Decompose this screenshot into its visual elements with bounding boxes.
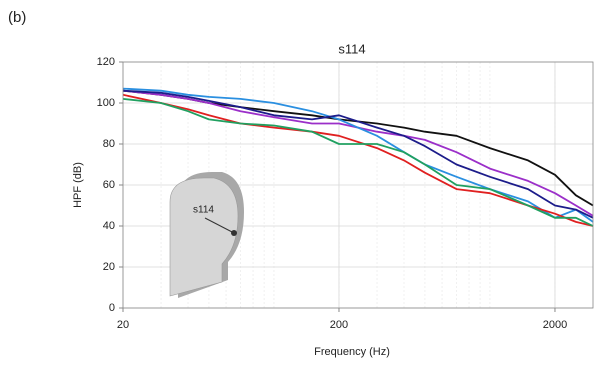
series-line (122, 98, 594, 227)
y-tick-label: 20 (103, 261, 115, 273)
inset-label: s114 (193, 205, 214, 216)
series-line (122, 89, 594, 219)
y-axis-label: HPF (dB) (72, 162, 84, 208)
head-front (169, 177, 239, 297)
y-tick-label: 60 (103, 179, 115, 191)
lines (122, 87, 594, 227)
head-inset: s114 (169, 172, 244, 298)
series-line (122, 93, 594, 227)
chart-title: s114 (338, 41, 365, 56)
y-tick-label: 100 (97, 97, 115, 109)
y-tick-label: 40 (103, 220, 115, 232)
y-tick-label: 120 (97, 56, 115, 68)
sensor-dot (231, 230, 237, 236)
panel-label: (b) (8, 9, 26, 26)
series-line (122, 89, 594, 217)
x-tick-label: 200 (330, 319, 348, 331)
y-tick-label: 0 (109, 302, 115, 314)
series-line (122, 87, 594, 223)
y-tick-label: 80 (103, 138, 115, 150)
x-tick-label: 20 (117, 319, 129, 331)
x-tick-label: 2000 (543, 319, 567, 331)
pointer (204, 217, 235, 234)
x-axis-label: Frequency (Hz) (314, 346, 390, 358)
